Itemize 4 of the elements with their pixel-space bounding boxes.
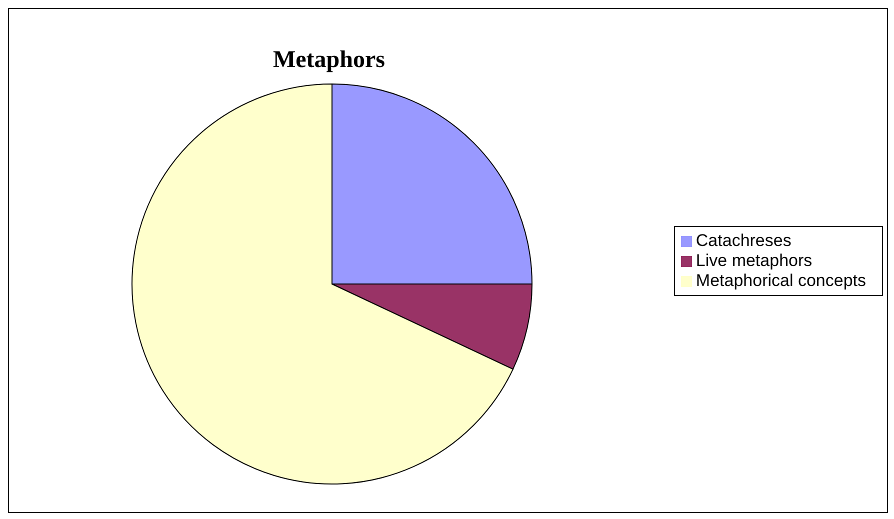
legend-label: Live metaphors bbox=[696, 250, 812, 270]
chart-title: Metaphors bbox=[272, 47, 386, 74]
legend-label: Catachreses bbox=[696, 230, 792, 250]
legend-label: Metaphorical concepts bbox=[696, 270, 866, 290]
